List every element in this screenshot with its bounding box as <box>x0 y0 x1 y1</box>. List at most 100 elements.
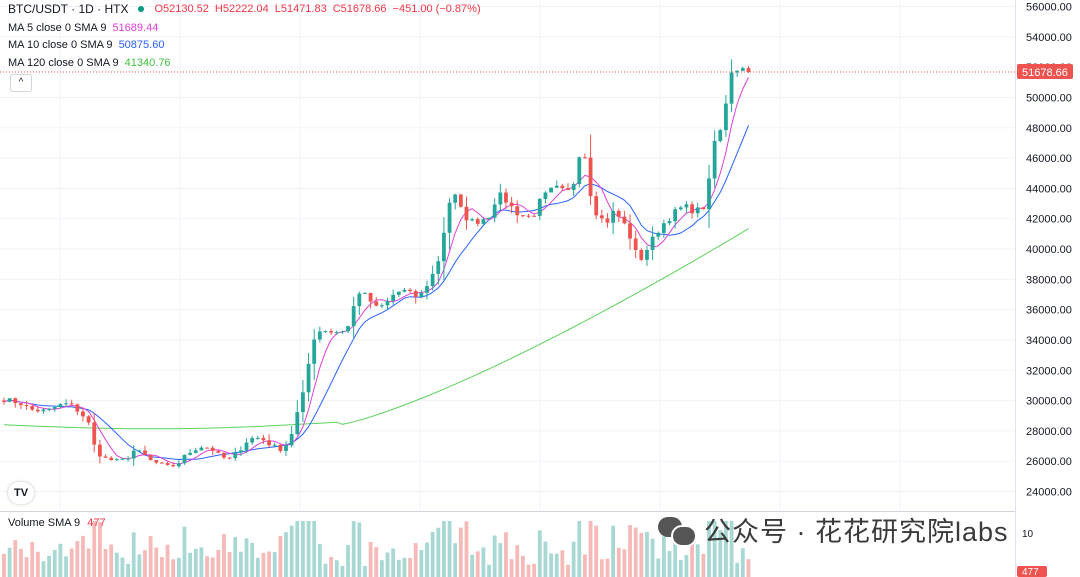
candle-body <box>515 206 520 216</box>
volume-bar <box>504 532 508 577</box>
tradingview-logo[interactable]: TV <box>8 482 34 504</box>
volume-legend[interactable]: Volume SMA 9 477 <box>8 517 106 529</box>
candle <box>165 461 170 466</box>
candle <box>148 454 153 461</box>
candle <box>7 398 12 403</box>
candle <box>250 435 255 445</box>
candle-body <box>583 157 587 159</box>
ma10-value: 50875.60 <box>118 39 165 51</box>
volume-bar <box>481 547 486 577</box>
candle-body <box>13 398 18 404</box>
candle-body <box>509 202 514 207</box>
volume-bar <box>385 552 390 577</box>
symbol-label[interactable]: BTC/USDT · 1D · HTX <box>8 2 129 16</box>
volume-bar <box>272 552 277 577</box>
candle-body <box>684 204 689 208</box>
candle <box>425 280 429 300</box>
candle <box>447 198 452 250</box>
volume-bar <box>549 553 553 577</box>
volume-bar <box>97 522 102 577</box>
candle <box>295 400 300 436</box>
candle-body <box>267 440 271 446</box>
candle-body <box>588 157 593 197</box>
ma10-legend[interactable]: MA 10 close 0 SMA 9 50875.60 <box>8 37 164 53</box>
volume-bar <box>374 547 379 577</box>
candle <box>176 459 181 468</box>
volume-bar <box>425 542 429 577</box>
ma120-legend[interactable]: MA 120 close 0 SMA 9 41340.76 <box>8 55 171 71</box>
candle-body <box>131 450 136 459</box>
candle-body <box>408 289 412 292</box>
candle <box>312 329 317 381</box>
candle-body <box>396 291 401 295</box>
candle <box>504 188 508 209</box>
candle-body <box>233 452 238 459</box>
volume-bar <box>86 548 91 577</box>
candle-body <box>385 300 390 306</box>
candle <box>210 445 215 456</box>
ma120-value: 41340.76 <box>124 57 171 69</box>
market-status-icon <box>138 6 145 12</box>
candle-body <box>24 405 29 407</box>
volume-bar <box>58 543 63 577</box>
candle-body <box>317 331 322 340</box>
candle-body <box>193 450 198 453</box>
volume-bar <box>464 521 469 577</box>
volume-bar <box>515 545 520 577</box>
candle <box>199 445 204 451</box>
candle-body <box>526 215 531 217</box>
candle <box>543 191 548 204</box>
ma5-label: MA 5 close 0 SMA 9 <box>8 22 107 34</box>
candle <box>656 231 661 241</box>
candle-body <box>216 450 221 453</box>
candle <box>24 401 29 410</box>
candle-body <box>735 70 740 73</box>
candle-body <box>436 261 441 274</box>
candle <box>599 209 604 223</box>
change-value: −451.00 (−0.87%) <box>392 3 481 15</box>
candle-body <box>718 130 723 141</box>
candle <box>701 206 706 210</box>
candle <box>2 397 6 405</box>
price-tag-label: 51678.66 <box>1022 67 1068 79</box>
volume-bar <box>543 541 548 577</box>
volume-bar <box>301 521 305 577</box>
candle <box>650 226 655 261</box>
ma10-label: MA 10 close 0 SMA 9 <box>8 39 113 51</box>
open-value: O52130.52 <box>154 3 209 15</box>
candle <box>729 59 734 113</box>
volume-bar <box>537 530 542 577</box>
candle <box>690 201 694 219</box>
candle-body <box>645 249 649 260</box>
chart-grid <box>0 0 1080 512</box>
ma5-legend[interactable]: MA 5 close 0 SMA 9 51689.44 <box>8 20 158 36</box>
volume-bar <box>284 532 288 577</box>
volume-bar <box>628 525 632 577</box>
volume-bar <box>19 548 23 577</box>
candle-body <box>210 447 215 451</box>
candle-body <box>86 416 91 423</box>
volume-bar <box>509 559 514 577</box>
candle <box>41 408 46 414</box>
candle <box>137 449 142 452</box>
volume-bar <box>684 554 689 577</box>
volume-bars <box>2 521 751 577</box>
volume-bar <box>554 553 559 577</box>
candle-body <box>453 194 458 203</box>
candle-body <box>520 215 525 217</box>
candle <box>126 456 130 462</box>
candle-body <box>470 219 475 221</box>
volume-bar <box>701 553 706 577</box>
candle-body <box>109 457 114 461</box>
candle <box>442 217 446 281</box>
price-tick-label: 26000.00 <box>1026 456 1072 468</box>
candle-body <box>103 456 108 458</box>
volume-bar <box>475 551 480 577</box>
price-tag-bg <box>1017 63 1073 79</box>
candle-body <box>566 188 570 191</box>
candle <box>622 210 627 225</box>
candle <box>684 201 689 213</box>
candle-body <box>712 140 717 179</box>
collapse-legend-button[interactable]: ^ <box>10 74 32 92</box>
